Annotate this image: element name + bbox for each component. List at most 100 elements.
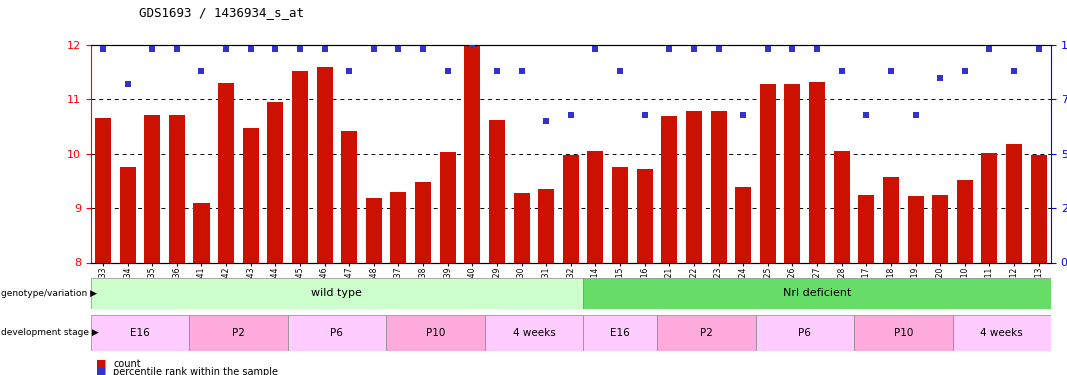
Point xyxy=(685,46,702,53)
Bar xyxy=(415,182,431,262)
Text: ■: ■ xyxy=(96,367,107,375)
Bar xyxy=(366,198,382,262)
Point xyxy=(513,68,530,74)
Point xyxy=(291,46,308,53)
Text: P10: P10 xyxy=(893,328,913,338)
Bar xyxy=(440,152,456,262)
Point xyxy=(193,68,210,74)
Bar xyxy=(242,128,259,262)
Bar xyxy=(584,278,1051,309)
Point xyxy=(267,46,284,53)
Text: genotype/variation ▶: genotype/variation ▶ xyxy=(1,289,97,298)
Bar xyxy=(809,82,825,262)
Bar xyxy=(833,151,849,262)
Bar xyxy=(637,169,653,262)
Point xyxy=(218,46,235,53)
Bar xyxy=(391,192,407,262)
Bar xyxy=(908,196,924,262)
Point xyxy=(365,46,382,53)
Bar xyxy=(120,167,136,262)
Point xyxy=(389,46,407,53)
Point xyxy=(882,68,899,74)
Bar xyxy=(144,115,160,262)
Point xyxy=(440,68,457,74)
Bar xyxy=(193,203,209,262)
Point xyxy=(316,46,333,53)
Bar xyxy=(292,71,308,262)
Bar xyxy=(584,315,657,351)
Bar xyxy=(91,315,189,351)
Text: wild type: wild type xyxy=(312,288,363,298)
Point xyxy=(660,46,678,53)
Bar xyxy=(386,315,484,351)
Point xyxy=(587,46,604,53)
Bar xyxy=(91,278,584,309)
Text: GDS1693 / 1436934_s_at: GDS1693 / 1436934_s_at xyxy=(139,6,304,19)
Point xyxy=(611,68,628,74)
Bar xyxy=(784,84,800,262)
Point xyxy=(636,112,653,118)
Bar xyxy=(858,195,874,262)
Bar xyxy=(711,111,727,262)
Point xyxy=(95,46,112,53)
Text: E16: E16 xyxy=(610,328,630,338)
Point xyxy=(562,112,579,118)
Bar xyxy=(957,180,973,262)
Bar xyxy=(489,120,505,262)
Text: ■: ■ xyxy=(96,359,107,369)
Point xyxy=(340,68,357,74)
Point xyxy=(1030,46,1047,53)
Bar xyxy=(755,315,854,351)
Bar xyxy=(1006,144,1022,262)
Text: percentile rank within the sample: percentile rank within the sample xyxy=(113,367,278,375)
Point xyxy=(784,46,801,53)
Point xyxy=(415,46,432,53)
Point xyxy=(833,68,850,74)
Bar xyxy=(464,45,480,262)
Point xyxy=(735,112,752,118)
Bar xyxy=(760,84,776,262)
Bar xyxy=(218,83,234,262)
Point xyxy=(907,112,924,118)
Point xyxy=(809,46,826,53)
Text: Nrl deficient: Nrl deficient xyxy=(783,288,851,298)
Text: development stage ▶: development stage ▶ xyxy=(1,328,99,338)
Point xyxy=(981,46,998,53)
Text: P10: P10 xyxy=(426,328,445,338)
Bar xyxy=(953,315,1051,351)
Bar xyxy=(933,195,949,262)
Text: P6: P6 xyxy=(331,328,344,338)
Bar xyxy=(513,193,529,262)
Point xyxy=(464,42,481,48)
Point xyxy=(144,46,161,53)
Text: P2: P2 xyxy=(700,328,713,338)
Point xyxy=(931,75,949,81)
Bar xyxy=(854,315,953,351)
Bar xyxy=(588,151,604,262)
Bar xyxy=(563,155,578,262)
Point xyxy=(120,81,137,87)
Text: 4 weeks: 4 weeks xyxy=(512,328,555,338)
Point xyxy=(242,46,259,53)
Bar xyxy=(662,116,678,262)
Bar xyxy=(538,189,554,262)
Text: E16: E16 xyxy=(130,328,149,338)
Point xyxy=(489,68,506,74)
Point xyxy=(710,46,727,53)
Bar xyxy=(341,131,357,262)
Point xyxy=(169,46,186,53)
Bar xyxy=(1031,155,1047,262)
Bar xyxy=(189,315,288,351)
Point xyxy=(760,46,777,53)
Bar xyxy=(95,118,111,262)
Point xyxy=(858,112,875,118)
Text: P2: P2 xyxy=(232,328,244,338)
Bar xyxy=(317,67,333,262)
Bar xyxy=(169,115,185,262)
Bar xyxy=(686,111,702,262)
Bar xyxy=(484,315,584,351)
Bar xyxy=(288,315,386,351)
Bar xyxy=(612,167,628,262)
Text: P6: P6 xyxy=(798,328,811,338)
Bar xyxy=(268,102,284,262)
